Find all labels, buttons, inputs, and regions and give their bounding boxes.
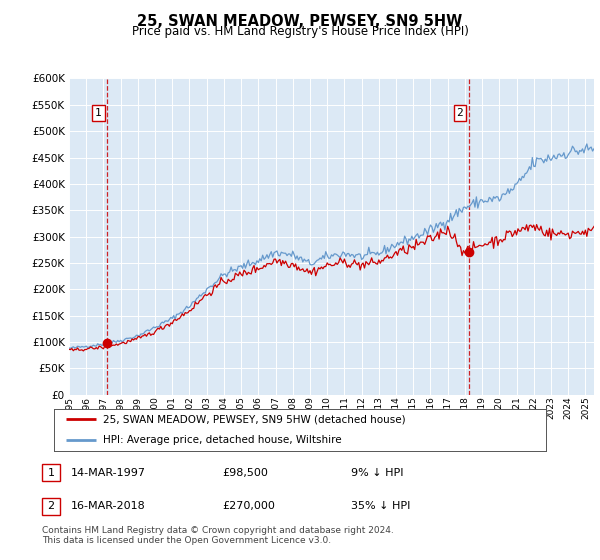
Text: 35% ↓ HPI: 35% ↓ HPI [351, 501, 410, 511]
Text: Contains HM Land Registry data © Crown copyright and database right 2024.
This d: Contains HM Land Registry data © Crown c… [42, 526, 394, 545]
Text: 2: 2 [457, 108, 463, 118]
Text: 25, SWAN MEADOW, PEWSEY, SN9 5HW: 25, SWAN MEADOW, PEWSEY, SN9 5HW [137, 14, 463, 29]
Text: 25, SWAN MEADOW, PEWSEY, SN9 5HW (detached house): 25, SWAN MEADOW, PEWSEY, SN9 5HW (detach… [103, 414, 406, 424]
Text: Price paid vs. HM Land Registry's House Price Index (HPI): Price paid vs. HM Land Registry's House … [131, 25, 469, 38]
Text: 1: 1 [47, 468, 55, 478]
Text: 9% ↓ HPI: 9% ↓ HPI [351, 468, 404, 478]
Text: 14-MAR-1997: 14-MAR-1997 [71, 468, 146, 478]
Text: HPI: Average price, detached house, Wiltshire: HPI: Average price, detached house, Wilt… [103, 435, 342, 445]
Text: 2: 2 [47, 501, 55, 511]
Text: 16-MAR-2018: 16-MAR-2018 [71, 501, 146, 511]
Text: 1: 1 [95, 108, 102, 118]
Text: £270,000: £270,000 [222, 501, 275, 511]
Text: £98,500: £98,500 [222, 468, 268, 478]
